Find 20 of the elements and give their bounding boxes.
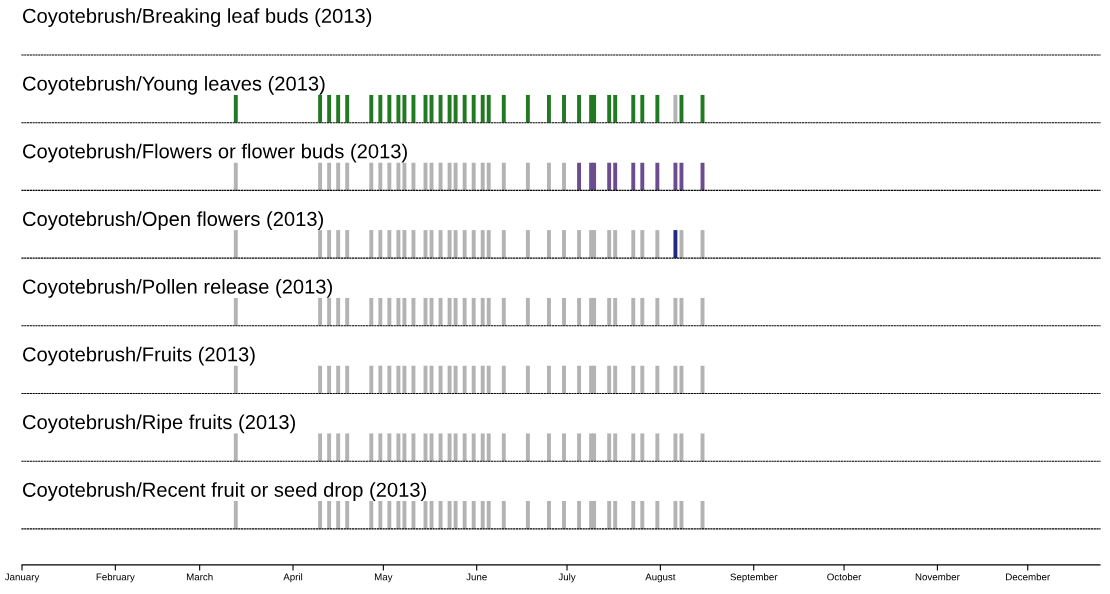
x-tick-label: July [558,573,576,583]
chart-title: Coyotebrush/Open flowers (2013) [23,211,323,231]
x-tick-label: August [645,573,676,583]
x-tick-label: February [96,573,135,583]
chart-title: Coyotebrush/Fruits (2013) [23,346,255,366]
x-tick-label: March [186,573,213,581]
x-tick-label: November [915,573,960,581]
x-tick-label: October [827,573,862,581]
x-tick-label: January [4,573,40,583]
x-tick-label: December [1006,573,1050,581]
chart-title: Coyotebrush/Young leaves (2013) [23,75,325,95]
chart-title: Coyotebrush/Pollen release (2013) [23,279,332,298]
x-tick-label: September [730,573,778,583]
chart-title: Coyotebrush/Flowers or flower buds (2013) [23,143,407,163]
x-tick-label: June [466,573,487,581]
chart-title: Coyotebrush/Recent fruit or seed drop (2013) [23,482,426,501]
x-tick-label: May [374,573,393,583]
text: Coyotebrush/Breaking leaf buds (2013) [23,8,372,27]
chart-title: Coyotebrush/Ripe fruits (2013) [23,414,295,434]
x-tick-label: April [283,573,303,583]
